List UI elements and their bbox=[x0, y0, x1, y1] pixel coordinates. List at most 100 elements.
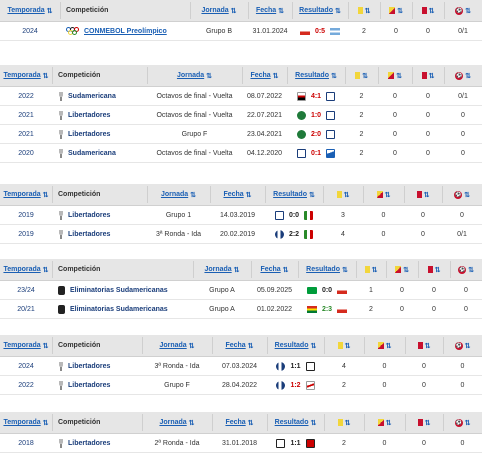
yellow-header[interactable]: ⇅ bbox=[324, 335, 364, 356]
round-header[interactable]: Jornada ⇅ bbox=[190, 0, 248, 21]
yellow-red-header[interactable]: ⇅ bbox=[364, 335, 405, 356]
date-header[interactable]: Fecha ⇅ bbox=[248, 0, 292, 21]
sort-icon[interactable]: ⇅ bbox=[42, 419, 49, 427]
sort-icon[interactable]: ⇅ bbox=[364, 7, 371, 15]
ball-header[interactable]: ⚽ ⇅ bbox=[444, 0, 482, 21]
red-header[interactable]: ⇅ bbox=[404, 184, 442, 205]
red-header[interactable]: ⇅ bbox=[412, 0, 444, 21]
red-header[interactable]: ⇅ bbox=[405, 412, 443, 433]
season-header-label[interactable]: Temporada bbox=[3, 266, 41, 273]
sort-icon[interactable]: ⇅ bbox=[310, 342, 317, 350]
date-header[interactable]: Fecha ⇅ bbox=[210, 184, 265, 205]
season-header-label[interactable]: Temporada bbox=[3, 72, 41, 79]
sort-icon[interactable]: ⇅ bbox=[330, 72, 337, 80]
sort-icon[interactable]: ⇅ bbox=[310, 419, 317, 427]
result-cell[interactable]: 0:5 bbox=[292, 22, 348, 40]
result-cell[interactable]: 1:0 bbox=[287, 106, 345, 124]
result-header-label[interactable]: Resultado bbox=[274, 342, 309, 349]
competition-cell[interactable]: Libertadores bbox=[58, 434, 168, 452]
competition-link[interactable]: Sudamericana bbox=[68, 92, 116, 100]
result-cell[interactable]: 2:3 bbox=[298, 300, 356, 318]
sort-icon[interactable]: ⇅ bbox=[385, 342, 392, 350]
sort-icon[interactable]: ⇅ bbox=[362, 72, 368, 80]
season-header-label[interactable]: Temporada bbox=[3, 419, 41, 426]
yellow-header[interactable]: ⇅ bbox=[356, 259, 386, 280]
result-cell[interactable]: 1:1 bbox=[267, 434, 324, 452]
sort-icon[interactable]: ⇅ bbox=[396, 72, 402, 80]
competition-cell[interactable]: Sudamericana bbox=[58, 144, 173, 162]
sort-icon[interactable]: ⇅ bbox=[464, 191, 470, 199]
round-header[interactable]: Jornada ⇅ bbox=[142, 412, 212, 433]
competition-link[interactable]: Libertadores bbox=[68, 130, 111, 138]
sort-icon[interactable]: ⇅ bbox=[272, 72, 279, 80]
score[interactable]: 2:3 bbox=[321, 305, 333, 313]
competition-cell[interactable]: Libertadores bbox=[58, 376, 168, 394]
sort-icon[interactable]: ⇅ bbox=[428, 7, 435, 15]
round-header[interactable]: Jornada ⇅ bbox=[142, 335, 212, 356]
sort-icon[interactable]: ⇅ bbox=[371, 266, 378, 274]
score[interactable]: 1:1 bbox=[290, 439, 301, 447]
competition-cell[interactable]: CONMEBOL Preolímpico bbox=[66, 22, 216, 40]
score[interactable]: 4:1 bbox=[310, 92, 322, 100]
sort-icon[interactable]: ⇅ bbox=[233, 266, 240, 274]
sort-icon[interactable]: ⇅ bbox=[397, 7, 403, 15]
sort-icon[interactable]: ⇅ bbox=[465, 7, 471, 15]
red-header[interactable]: ⇅ bbox=[405, 335, 443, 356]
sort-icon[interactable]: ⇅ bbox=[343, 191, 350, 199]
score[interactable]: 0:1 bbox=[310, 149, 322, 157]
competition-link[interactable]: Eliminatorias Sudamericanas bbox=[70, 305, 168, 313]
date-header-label[interactable]: Fecha bbox=[250, 72, 271, 79]
sort-icon[interactable]: ⇅ bbox=[428, 72, 435, 80]
competition-link[interactable]: Sudamericana bbox=[68, 149, 116, 157]
date-header[interactable]: Fecha ⇅ bbox=[242, 65, 287, 86]
result-header[interactable]: Resultado ⇅ bbox=[267, 335, 324, 356]
competition-cell[interactable]: Libertadores bbox=[58, 206, 173, 224]
yellow-red-header[interactable]: ⇅ bbox=[386, 259, 418, 280]
date-header[interactable]: Fecha ⇅ bbox=[212, 335, 267, 356]
round-header[interactable]: Jornada ⇅ bbox=[147, 65, 242, 86]
result-header-label[interactable]: Resultado bbox=[273, 191, 307, 198]
result-header[interactable]: Resultado ⇅ bbox=[267, 412, 324, 433]
date-header-label[interactable]: Fecha bbox=[223, 191, 244, 198]
round-header-label[interactable]: Jornada bbox=[160, 191, 189, 198]
sort-icon[interactable]: ⇅ bbox=[465, 72, 471, 80]
sort-icon[interactable]: ⇅ bbox=[334, 7, 341, 15]
yellow-red-header[interactable]: ⇅ bbox=[380, 0, 412, 21]
result-header[interactable]: Resultado ⇅ bbox=[298, 259, 356, 280]
sort-icon[interactable]: ⇅ bbox=[46, 7, 53, 15]
sort-icon[interactable]: ⇅ bbox=[247, 342, 254, 350]
ball-header[interactable]: ⚽ ⇅ bbox=[443, 412, 482, 433]
result-cell[interactable]: 1:1 bbox=[267, 357, 324, 375]
score[interactable]: 1:1 bbox=[290, 362, 301, 370]
competition-cell[interactable]: Sudamericana bbox=[58, 87, 173, 105]
result-header-label[interactable]: Resultado bbox=[295, 72, 329, 79]
sort-icon[interactable]: ⇅ bbox=[464, 419, 471, 427]
season-header[interactable]: Temporada ⇅ bbox=[0, 259, 52, 280]
result-cell[interactable]: 0:1 bbox=[287, 144, 345, 162]
sort-icon[interactable]: ⇅ bbox=[344, 419, 351, 427]
round-header-label[interactable]: Jornada bbox=[159, 342, 187, 349]
red-header[interactable]: ⇅ bbox=[412, 65, 444, 86]
competition-cell[interactable]: Libertadores bbox=[58, 125, 173, 143]
sort-icon[interactable]: ⇅ bbox=[245, 191, 252, 199]
score[interactable]: 2:0 bbox=[310, 130, 322, 138]
season-header-label[interactable]: Temporada bbox=[3, 342, 41, 349]
date-header-label[interactable]: Fecha bbox=[255, 7, 277, 14]
sort-icon[interactable]: ⇅ bbox=[468, 266, 474, 274]
sort-icon[interactable]: ⇅ bbox=[423, 191, 430, 199]
sort-icon[interactable]: ⇅ bbox=[384, 191, 391, 199]
round-header-label[interactable]: Jornada bbox=[204, 266, 232, 273]
yellow-red-header[interactable]: ⇅ bbox=[364, 412, 405, 433]
sort-icon[interactable]: ⇅ bbox=[341, 266, 348, 274]
yellow-red-header[interactable]: ⇅ bbox=[363, 184, 404, 205]
score[interactable]: 0:0 bbox=[288, 211, 300, 219]
competition-link[interactable]: Libertadores bbox=[68, 111, 111, 119]
red-header[interactable]: ⇅ bbox=[418, 259, 450, 280]
score[interactable]: 0:0 bbox=[321, 286, 333, 294]
sort-icon[interactable]: ⇅ bbox=[278, 7, 285, 15]
sort-icon[interactable]: ⇅ bbox=[206, 72, 213, 80]
score[interactable]: 1:0 bbox=[310, 111, 322, 119]
sort-icon[interactable]: ⇅ bbox=[42, 342, 49, 350]
yellow-header[interactable]: ⇅ bbox=[345, 65, 378, 86]
competition-link[interactable]: CONMEBOL Preolímpico bbox=[84, 27, 167, 35]
